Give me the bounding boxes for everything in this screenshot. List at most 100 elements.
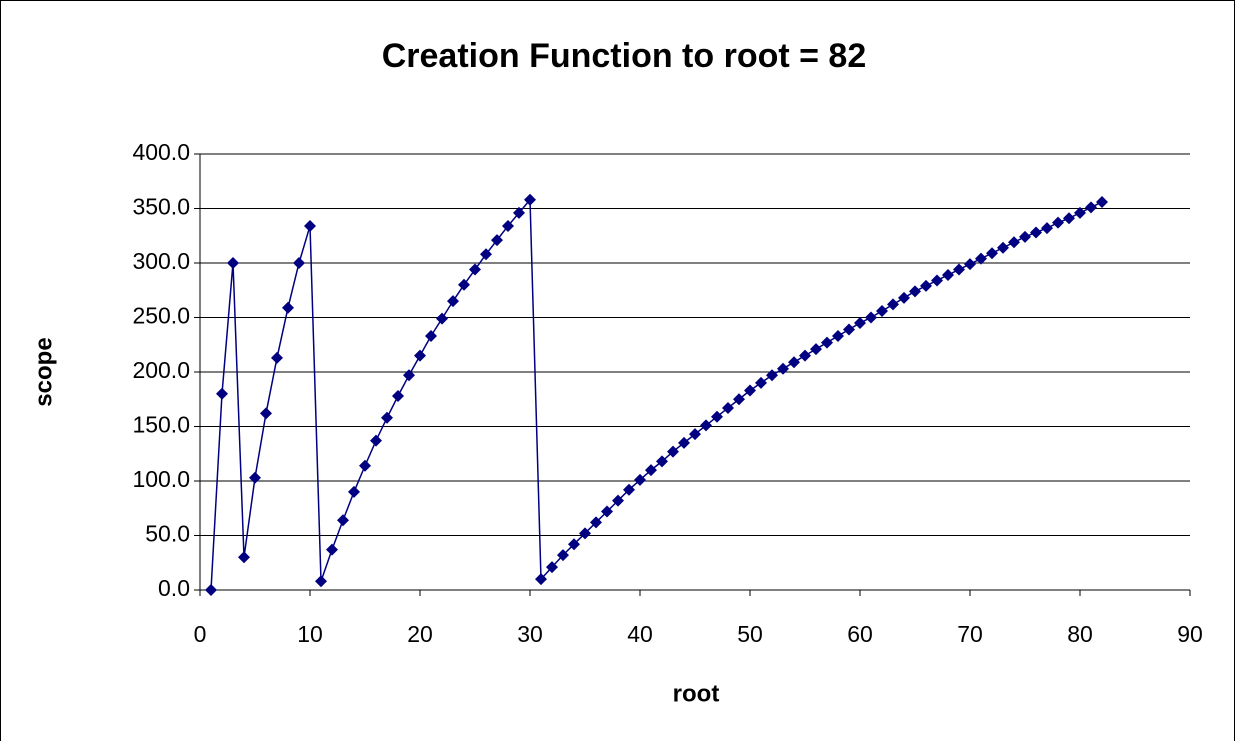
data-point bbox=[887, 298, 899, 311]
x-tick-label: 60 bbox=[847, 621, 873, 647]
y-tick-label: 350.0 bbox=[132, 194, 190, 220]
data-point bbox=[777, 362, 789, 375]
data-point bbox=[623, 483, 635, 496]
data-point bbox=[348, 485, 360, 498]
data-point bbox=[1030, 226, 1042, 239]
data-point bbox=[821, 336, 833, 349]
data-point bbox=[216, 387, 228, 400]
data-point bbox=[524, 193, 536, 206]
data-point bbox=[205, 584, 217, 596]
data-point bbox=[447, 295, 459, 308]
y-axis-title: scope bbox=[30, 337, 57, 406]
data-point bbox=[326, 543, 338, 556]
x-tick-label: 90 bbox=[1177, 621, 1203, 647]
data-point bbox=[865, 311, 877, 324]
y-tick-label: 150.0 bbox=[132, 412, 190, 438]
data-point bbox=[876, 304, 888, 317]
x-tick-label: 70 bbox=[957, 621, 983, 647]
x-tick-label: 80 bbox=[1067, 621, 1093, 647]
data-point bbox=[502, 219, 514, 232]
data-point bbox=[590, 516, 602, 529]
y-tick-label: 200.0 bbox=[132, 357, 190, 383]
y-tick-label: 0.0 bbox=[158, 575, 190, 601]
data-point bbox=[546, 561, 558, 574]
x-tick-label: 50 bbox=[737, 621, 763, 647]
data-point bbox=[1074, 206, 1086, 219]
data-point bbox=[436, 312, 448, 325]
y-tick-label: 50.0 bbox=[145, 521, 190, 547]
data-point bbox=[1085, 201, 1097, 214]
data-point bbox=[1019, 230, 1031, 243]
data-point bbox=[986, 247, 998, 260]
data-point bbox=[414, 349, 426, 362]
data-point bbox=[997, 241, 1009, 254]
data-point bbox=[227, 257, 239, 269]
data-point bbox=[656, 455, 668, 468]
data-point bbox=[667, 445, 679, 458]
data-point bbox=[491, 234, 503, 247]
chart-title: Creation Function to root = 82 bbox=[382, 37, 867, 75]
data-point bbox=[260, 407, 272, 420]
data-point bbox=[942, 268, 954, 281]
data-point bbox=[480, 248, 492, 261]
data-point bbox=[700, 419, 712, 432]
data-point bbox=[513, 206, 525, 219]
data-point bbox=[1008, 236, 1020, 249]
data-point bbox=[557, 549, 569, 562]
data-point bbox=[634, 473, 646, 486]
data-point bbox=[975, 252, 987, 265]
data-point bbox=[733, 393, 745, 406]
data-point bbox=[579, 527, 591, 540]
data-point bbox=[898, 291, 910, 304]
data-point bbox=[722, 401, 734, 414]
data-point bbox=[1052, 216, 1064, 229]
x-axis-title: root bbox=[673, 680, 720, 707]
data-point bbox=[854, 316, 866, 329]
data-point bbox=[964, 258, 976, 271]
data-point bbox=[612, 494, 624, 507]
data-point bbox=[381, 411, 393, 424]
data-point bbox=[535, 573, 547, 586]
y-tick-label: 250.0 bbox=[132, 303, 190, 329]
data-point bbox=[271, 351, 283, 364]
data-point bbox=[920, 279, 932, 292]
data-point bbox=[359, 459, 371, 472]
data-point bbox=[469, 263, 481, 276]
data-point bbox=[370, 434, 382, 447]
data-point bbox=[1096, 195, 1108, 208]
data-point bbox=[788, 356, 800, 369]
data-point bbox=[711, 410, 723, 423]
data-point bbox=[403, 369, 415, 382]
data-point bbox=[678, 436, 690, 449]
x-tick-label: 30 bbox=[517, 621, 543, 647]
data-point bbox=[458, 278, 470, 291]
data-point bbox=[392, 389, 404, 402]
data-point bbox=[1063, 212, 1075, 225]
data-point bbox=[425, 330, 437, 343]
data-point bbox=[315, 575, 327, 588]
x-tick-label: 0 bbox=[194, 621, 207, 647]
data-point bbox=[953, 263, 965, 276]
x-tick-label: 20 bbox=[407, 621, 433, 647]
data-point bbox=[1041, 222, 1053, 235]
data-line bbox=[210, 197, 1103, 591]
data-point bbox=[249, 471, 261, 484]
data-point bbox=[810, 343, 822, 356]
data-point bbox=[832, 330, 844, 343]
x-tick-label: 10 bbox=[297, 621, 323, 647]
data-point bbox=[238, 551, 250, 564]
data-point bbox=[689, 428, 701, 441]
data-point bbox=[909, 285, 921, 298]
data-point bbox=[645, 464, 657, 477]
data-point bbox=[293, 257, 305, 269]
y-tick-label: 300.0 bbox=[132, 248, 190, 274]
data-point bbox=[843, 323, 855, 336]
x-tick-label: 40 bbox=[627, 621, 653, 647]
data-point bbox=[337, 514, 349, 527]
data-point bbox=[744, 384, 756, 397]
data-point bbox=[282, 301, 294, 314]
data-point bbox=[601, 505, 613, 518]
y-tick-label: 100.0 bbox=[132, 466, 190, 492]
